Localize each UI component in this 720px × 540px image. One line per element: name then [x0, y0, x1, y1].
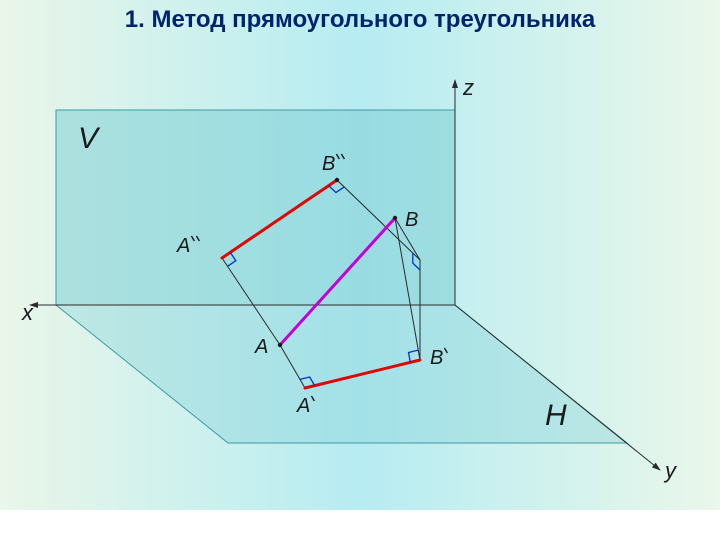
point-B2	[335, 178, 339, 182]
plane-label-v: V	[78, 122, 101, 155]
point-A	[278, 343, 282, 347]
svg-text:B: B	[322, 153, 335, 175]
geometry-diagram: x y z V H A B A B A B	[0, 0, 720, 540]
point-B	[393, 216, 397, 220]
footer-band	[0, 510, 720, 540]
svg-text:A: A	[296, 395, 310, 417]
svg-text:B: B	[405, 209, 418, 231]
page-title: 1. Метод прямоугольного треугольника	[0, 6, 720, 34]
svg-text:A: A	[176, 235, 190, 257]
point-label-B: B	[405, 209, 418, 231]
svg-text:B: B	[430, 347, 443, 369]
svg-text:A: A	[254, 336, 268, 358]
plane-label-h: H	[545, 399, 567, 432]
plane-v	[56, 110, 455, 305]
axis-label-x: x	[21, 300, 34, 325]
point-label-A: A	[254, 336, 268, 358]
axis-label-z: z	[462, 75, 474, 100]
axis-label-y: y	[663, 458, 678, 483]
